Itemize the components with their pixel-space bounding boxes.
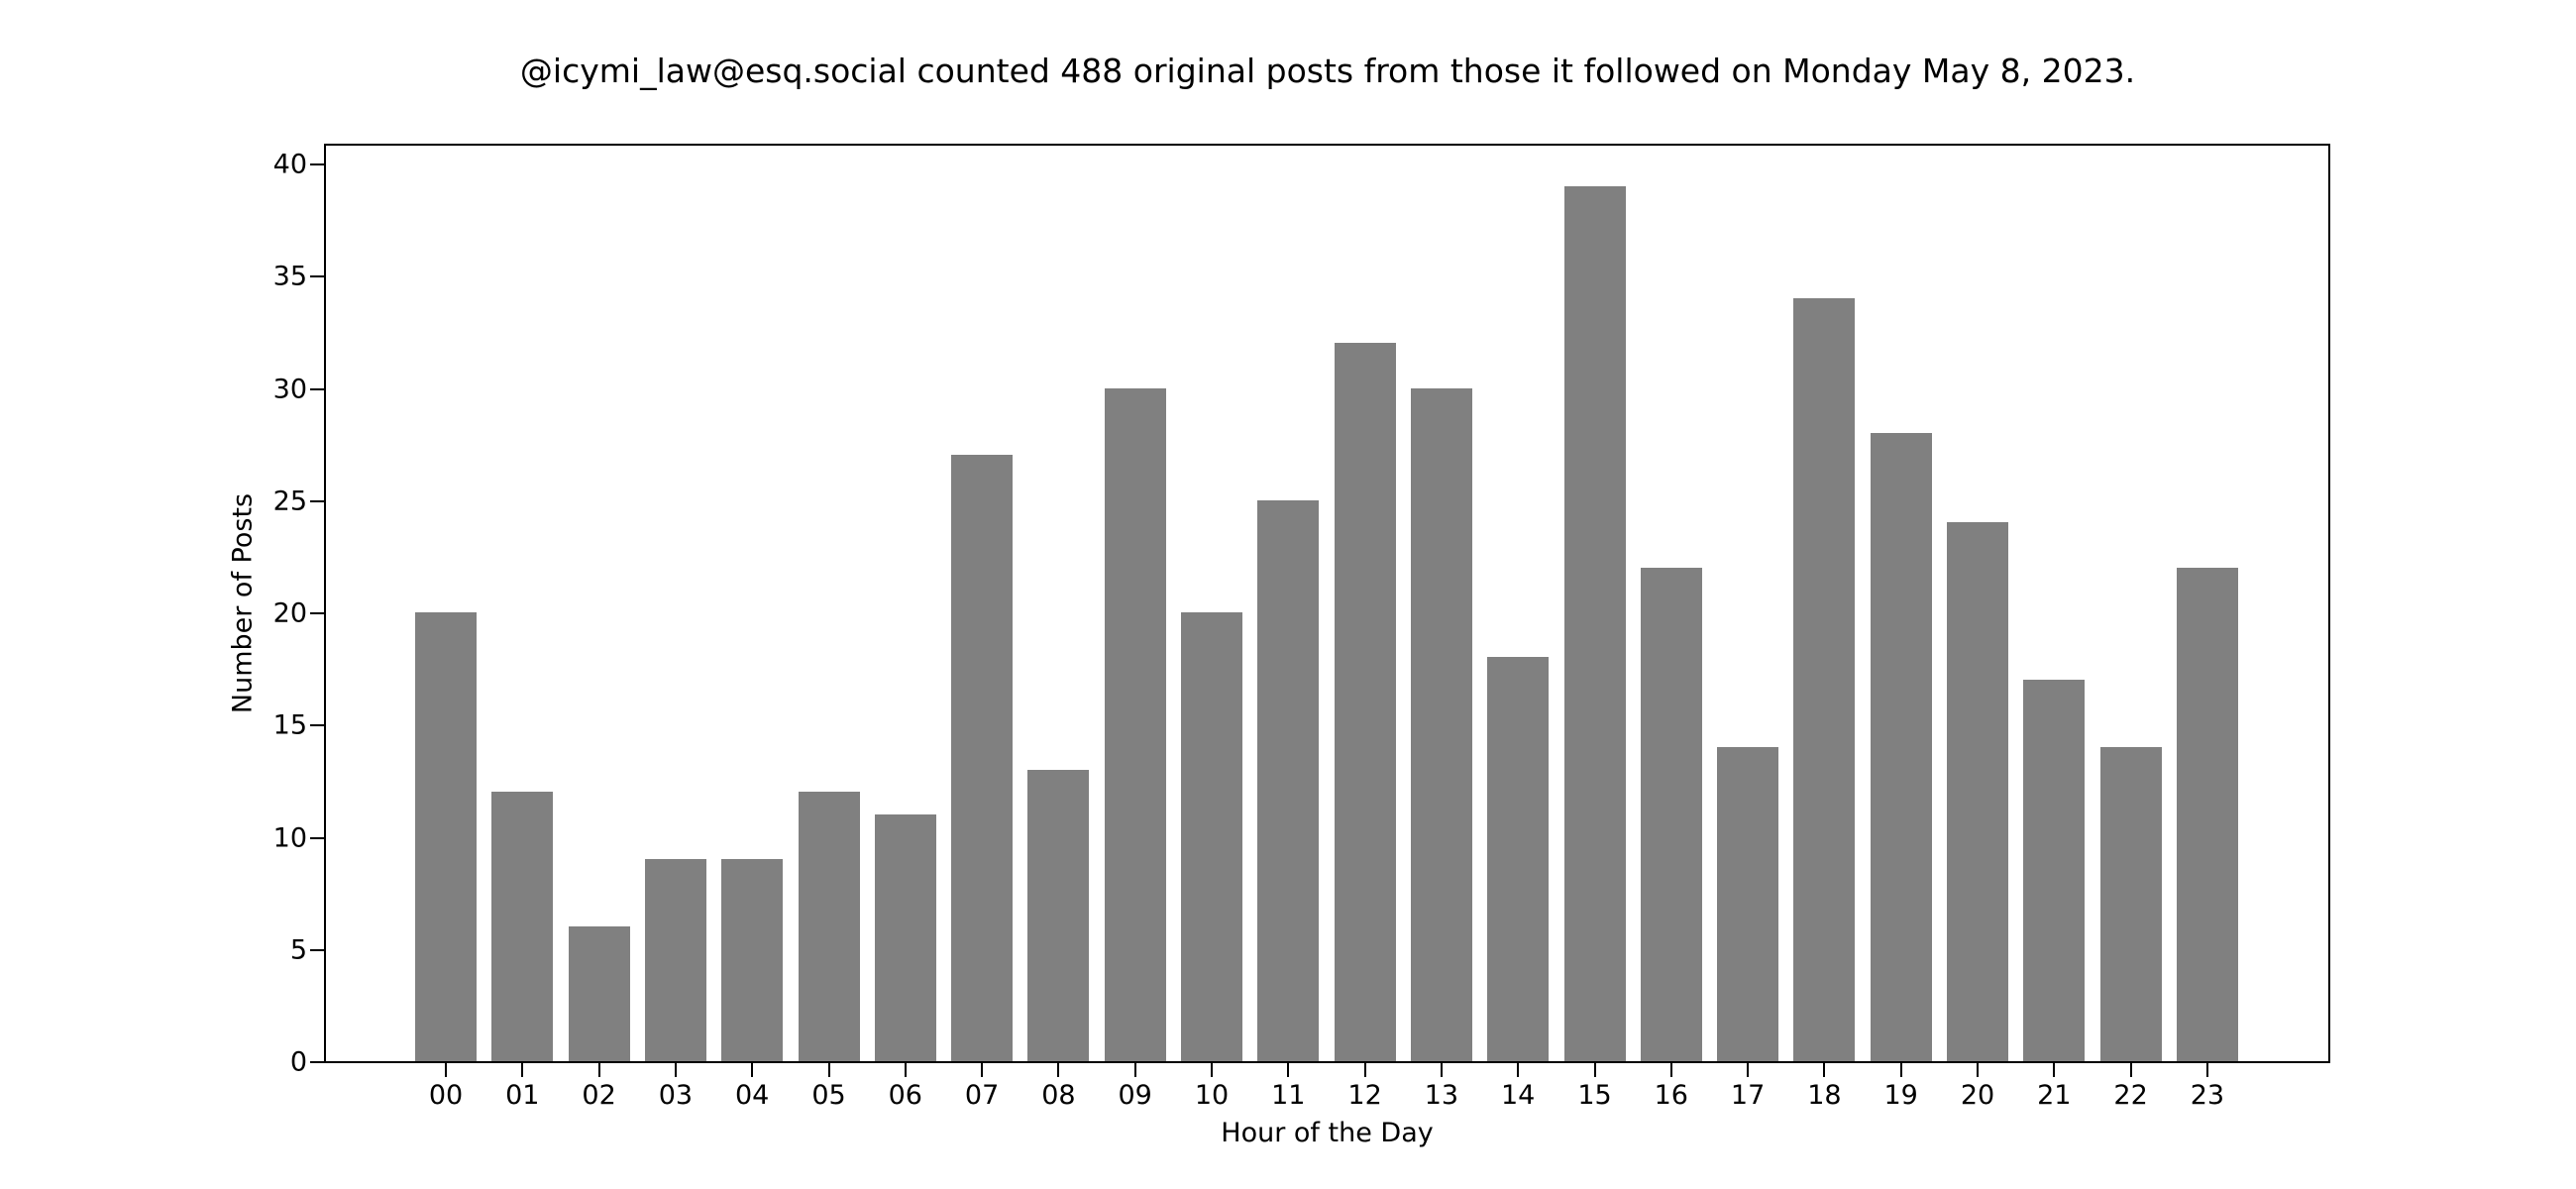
y-axis-label: Number of Posts (227, 492, 259, 714)
x-tick-label: 10 (1194, 1080, 1230, 1111)
bar-19 (1870, 432, 1932, 1061)
y-tick (310, 948, 324, 951)
x-tick-label: 14 (1501, 1080, 1536, 1111)
x-tick-label: 12 (1347, 1080, 1382, 1111)
plot-area (324, 144, 2330, 1063)
y-tick-label: 0 (289, 1046, 307, 1078)
bar-12 (1334, 343, 1396, 1061)
chart-title: @icymi_law@esq.social counted 488 origin… (519, 52, 2136, 90)
y-tick (310, 163, 324, 165)
x-tick-label: 11 (1271, 1080, 1306, 1111)
x-tick (674, 1063, 677, 1077)
bar-06 (874, 813, 936, 1061)
x-tick (2129, 1063, 2132, 1077)
bar-04 (721, 859, 784, 1061)
x-tick-label: 05 (811, 1080, 846, 1111)
bar-16 (1640, 567, 1702, 1061)
bar-22 (2099, 746, 2162, 1061)
bar-02 (568, 926, 630, 1061)
bar-09 (1104, 387, 1166, 1061)
bar-21 (2023, 679, 2086, 1061)
x-tick (981, 1063, 984, 1077)
x-tick-label: 04 (735, 1080, 770, 1111)
x-tick (1211, 1063, 1213, 1077)
x-tick (1899, 1063, 1902, 1077)
y-tick-label: 15 (272, 709, 307, 741)
x-tick-label: 08 (1041, 1080, 1076, 1111)
x-tick (2205, 1063, 2208, 1077)
x-tick-label: 13 (1424, 1080, 1459, 1111)
x-tick-label: 23 (2190, 1080, 2225, 1111)
x-tick (1363, 1063, 1366, 1077)
x-tick-label: 21 (2037, 1080, 2072, 1111)
bar-14 (1487, 657, 1550, 1061)
bar-01 (491, 792, 554, 1061)
x-tick-label: 03 (658, 1080, 694, 1111)
x-tick-label: 02 (582, 1080, 616, 1111)
bar-20 (1947, 522, 2008, 1061)
x-tick (1133, 1063, 1136, 1077)
y-tick (310, 836, 324, 839)
bar-13 (1410, 387, 1472, 1061)
y-tick-label: 20 (272, 597, 307, 629)
y-tick-label: 5 (289, 934, 307, 966)
y-tick (310, 612, 324, 614)
x-tick (1057, 1063, 1060, 1077)
x-tick (1593, 1063, 1596, 1077)
x-tick-label: 09 (1118, 1080, 1152, 1111)
bar-00 (415, 612, 477, 1061)
x-tick (2053, 1063, 2056, 1077)
y-tick (310, 387, 324, 390)
bar-05 (798, 792, 860, 1061)
x-tick-label: 22 (2113, 1080, 2148, 1111)
x-tick (1517, 1063, 1520, 1077)
x-tick-label: 17 (1730, 1080, 1766, 1111)
x-tick (827, 1063, 830, 1077)
x-tick-label: 19 (1883, 1080, 1918, 1111)
x-tick (1977, 1063, 1979, 1077)
x-tick (1440, 1063, 1443, 1077)
y-tick-label: 25 (272, 486, 307, 517)
y-tick (310, 275, 324, 278)
bar-18 (1793, 297, 1856, 1061)
y-tick-label: 40 (272, 149, 307, 180)
bar-11 (1257, 499, 1320, 1061)
y-tick (310, 1061, 324, 1063)
x-tick-label: 16 (1654, 1080, 1688, 1111)
x-tick-label: 07 (964, 1080, 1000, 1111)
x-tick-label: 20 (1960, 1080, 1995, 1111)
x-tick (751, 1063, 754, 1077)
x-tick (1287, 1063, 1290, 1077)
x-tick-label: 06 (888, 1080, 922, 1111)
bar-15 (1563, 185, 1626, 1061)
y-tick (310, 724, 324, 727)
x-tick-label: 15 (1577, 1080, 1612, 1111)
bar-07 (951, 455, 1014, 1061)
bar-10 (1181, 612, 1242, 1061)
y-tick-label: 30 (272, 374, 307, 404)
bar-23 (2176, 567, 2238, 1061)
x-tick (904, 1063, 907, 1077)
bar-08 (1027, 769, 1090, 1061)
x-tick (445, 1063, 447, 1077)
x-tick (1747, 1063, 1750, 1077)
x-tick-label: 01 (505, 1080, 540, 1111)
y-tick (310, 499, 324, 502)
y-tick-label: 10 (272, 822, 307, 853)
x-tick (597, 1063, 600, 1077)
bar-17 (1717, 746, 1779, 1061)
x-axis-label: Hour of the Day (1221, 1118, 1434, 1148)
x-tick-label: 00 (428, 1080, 464, 1111)
bar-03 (644, 859, 706, 1061)
x-tick (1669, 1063, 1672, 1077)
y-tick-label: 35 (272, 261, 307, 292)
x-tick (1823, 1063, 1826, 1077)
x-tick-label: 18 (1807, 1080, 1842, 1111)
x-tick (521, 1063, 524, 1077)
